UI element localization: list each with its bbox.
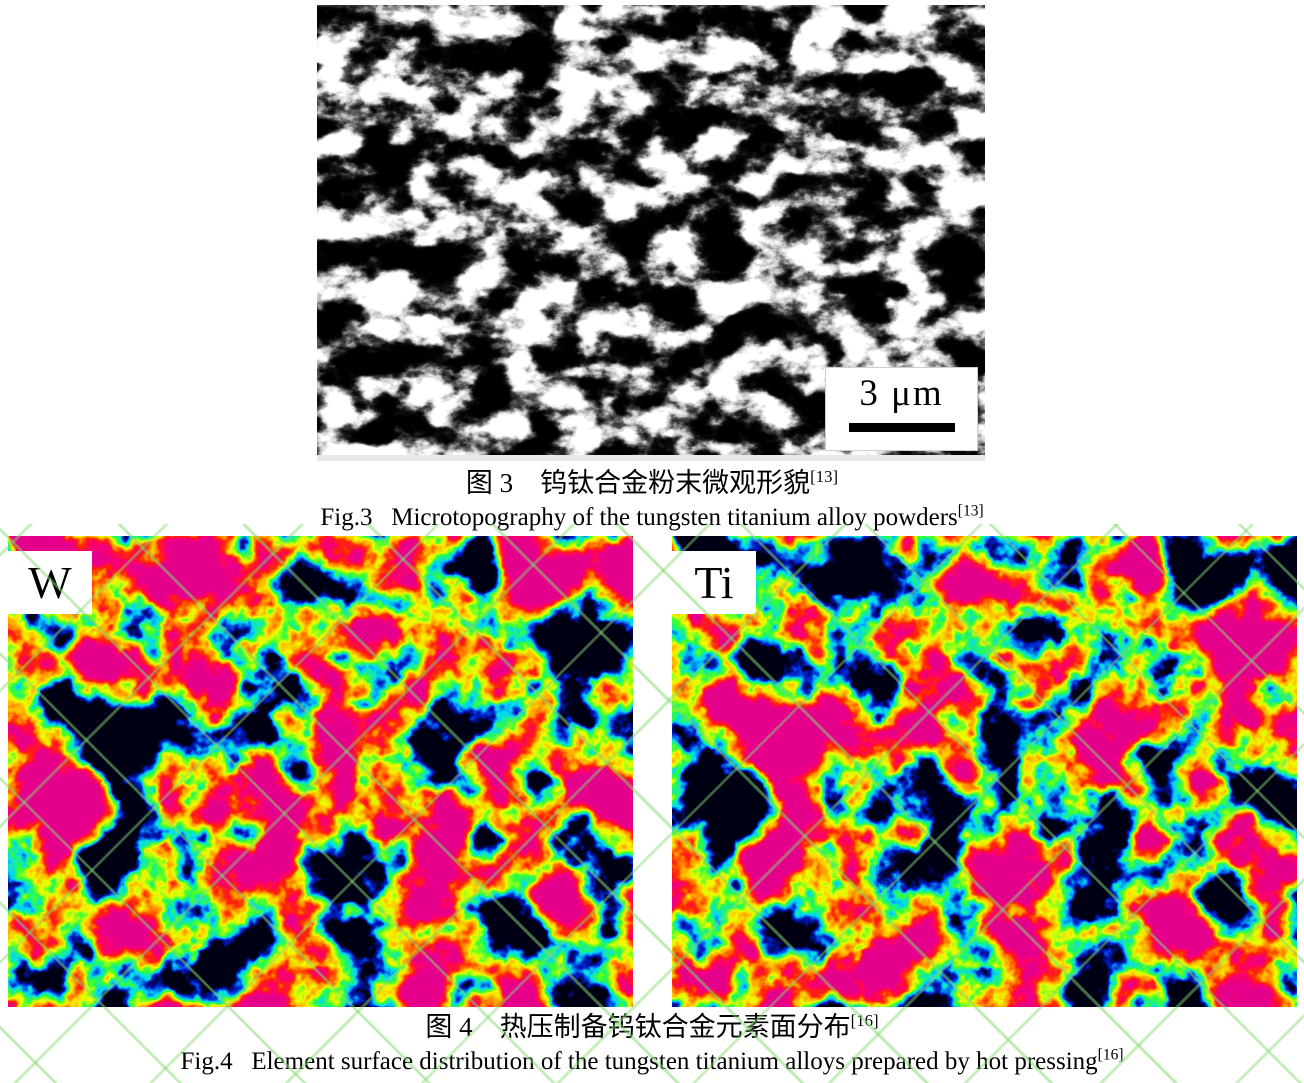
scale-bar: 3 μm [825,367,978,451]
figure4-caption: 图 4 热压制备钨钛合金元素面分布[16] Fig.4 Element surf… [0,1010,1304,1078]
ti-map-texture [672,536,1297,1007]
figure3-caption-en-text: Fig.3 Microtopography of the tungsten ti… [320,504,958,531]
figure4-caption-en: Fig.4 Element surface distribution of th… [0,1045,1304,1078]
w-element-map: W [8,536,633,1007]
figure4-caption-en-text: Fig.4 Element surface distribution of th… [180,1048,1098,1075]
scale-bar-label: 3 μm [859,373,944,414]
figure3-reference-superscript-en: [13] [957,502,984,520]
w-map-texture [8,536,633,1007]
figure3-caption: 图 3 钨钛合金粉末微观形貌[13] Fig.3 Microtopography… [0,466,1304,534]
figure4-reference-superscript: [16] [850,1011,879,1030]
sem-micrograph-image: 3 μm [317,5,985,461]
figure3-caption-zh: 图 3 钨钛合金粉末微观形貌[13] [0,466,1304,501]
ti-map-label: Ti [694,557,734,608]
figure3-caption-en: Fig.3 Microtopography of the tungsten ti… [0,501,1304,534]
w-map-label-box: W [8,551,92,614]
figure4-caption-zh-text: 图 4 热压制备钨钛合金元素面分布 [425,1012,851,1042]
figure3-reference-superscript: [13] [810,467,839,486]
figure3-caption-zh-text: 图 3 钨钛合金粉末微观形貌 [465,468,811,498]
figure4-reference-superscript-en: [16] [1097,1046,1124,1064]
w-map-label: W [28,557,72,608]
ti-map-label-box: Ti [672,551,756,614]
scale-bar-line [848,423,955,432]
figure4-caption-zh: 图 4 热压制备钨钛合金元素面分布[16] [0,1010,1304,1045]
ti-element-map: Ti [672,536,1297,1007]
